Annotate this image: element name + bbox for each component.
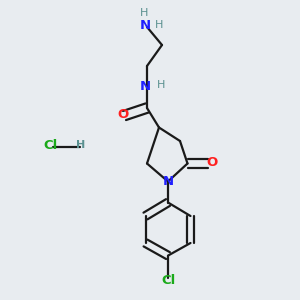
Text: H: H [140, 8, 148, 19]
Text: N: N [162, 175, 174, 188]
Text: N: N [140, 19, 151, 32]
Text: N: N [140, 80, 151, 94]
Text: H: H [157, 80, 166, 91]
Text: Cl: Cl [44, 139, 58, 152]
Text: Cl: Cl [161, 274, 175, 287]
Text: O: O [206, 155, 218, 169]
Text: H: H [155, 20, 163, 31]
Text: O: O [117, 107, 129, 121]
Text: H: H [76, 140, 85, 151]
